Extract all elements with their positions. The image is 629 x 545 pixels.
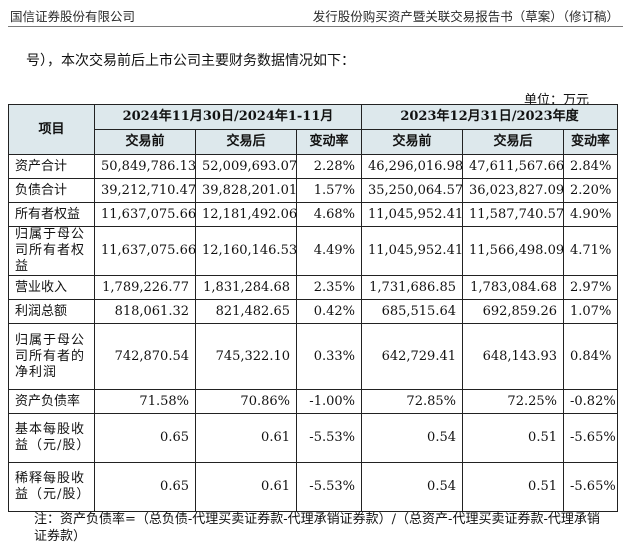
table-cell: 11,637,075.66 (94, 202, 196, 227)
page-header: 国信证券股份有限公司 发行股份购买资产暨关联交易报告书（草案）（修订稿） (10, 6, 619, 26)
table-cell: 70.86% (195, 389, 297, 414)
footnote: 注：资产负债率=（总负债-代理买卖证券款-代理承销证券款）/（总资产-代理买卖证… (34, 512, 600, 544)
table-cell: 685,515.64 (361, 299, 463, 324)
table-row: 负债合计 39,212,710.47 39,828,201.01 1.57% 35,25… (8, 178, 618, 203)
table-cell: 1,831,284.68 (195, 275, 297, 300)
table-cell: 1.07% (563, 299, 618, 324)
table-cell: 1,789,226.77 (94, 275, 196, 300)
table-cell: 11,566,498.09 (462, 226, 564, 276)
table-cell: 4.49% (296, 226, 362, 276)
header-divider (8, 26, 623, 27)
table-cell: 692,859.26 (462, 299, 564, 324)
table-cell: 821,482.65 (195, 299, 297, 324)
row-label: 资产合计 (8, 154, 95, 179)
row-label: 所有者权益 (8, 202, 95, 227)
table-cell: 4.71% (563, 226, 618, 276)
table-cell: 0.65 (94, 413, 196, 463)
subheader-after-2023: 交易后 (462, 129, 564, 155)
table-cell: -5.65% (563, 413, 618, 463)
table-cell: 47,611,567.66 (462, 154, 564, 179)
table-row: 利润总额 818,061.32 821,482.65 0.42% 685,515.64 6… (8, 299, 618, 324)
table-cell: 72.25% (462, 389, 564, 414)
table-body: 资产合计 50,849,786.13 52,009,693.07 2.28% 46,29… (8, 154, 618, 512)
table-cell: 4.68% (296, 202, 362, 227)
row-label: 稀释每股收益（元/股） (8, 462, 95, 512)
table-cell: -0.82% (563, 389, 618, 414)
table-cell: 12,160,146.53 (195, 226, 297, 276)
table-cell: 0.61 (195, 413, 297, 463)
table-cell: 0.51 (462, 413, 564, 463)
table-cell: 648,143.93 (462, 323, 564, 390)
table-cell: 2.35% (296, 275, 362, 300)
table-row: 稀释每股收益（元/股） 0.65 0.61 -5.53% 0.54 0.51 -5.65% (8, 462, 618, 512)
table-cell: 0.65 (94, 462, 196, 512)
subheader-before-2023: 交易前 (361, 129, 463, 155)
table-cell: 642,729.41 (361, 323, 463, 390)
table-row: 所有者权益 11,637,075.66 12,181,492.06 4.68% 11,0… (8, 202, 618, 227)
document-title: 发行股份购买资产暨关联交易报告书（草案）（修订稿） (312, 9, 619, 24)
financial-data-table: 项目 2024年11月30日/2024年1-11月 2023年12月31日/20… (8, 104, 618, 512)
table-cell: 0.42% (296, 299, 362, 324)
period-header-2024: 2024年11月30日/2024年1-11月 (94, 104, 362, 130)
subheader-change-2023: 变动率 (563, 129, 618, 155)
table-cell: 2.84% (563, 154, 618, 179)
table-cell: 0.54 (361, 413, 463, 463)
table-cell: 39,828,201.01 (195, 178, 297, 203)
table-row: 营业收入 1,789,226.77 1,831,284.68 2.35% 1,731,6… (8, 275, 618, 300)
subheader-after-2024: 交易后 (195, 129, 297, 155)
table-cell: 12,181,492.06 (195, 202, 297, 227)
table-cell: -1.00% (296, 389, 362, 414)
table-cell: 11,045,952.41 (361, 226, 463, 276)
table-cell: 36,023,827.09 (462, 178, 564, 203)
table-row: 基本每股收益（元/股） 0.65 0.61 -5.53% 0.54 0.51 -5.65% (8, 413, 618, 463)
item-header: 项目 (8, 104, 95, 155)
table-cell: 39,212,710.47 (94, 178, 196, 203)
period-header-2023: 2023年12月31日/2023年度 (361, 104, 618, 130)
table-cell: 11,045,952.41 (361, 202, 463, 227)
table-cell: 742,870.54 (94, 323, 196, 390)
table-cell: 35,250,064.57 (361, 178, 463, 203)
table-cell: 1.57% (296, 178, 362, 203)
table-cell: -5.53% (296, 413, 362, 463)
row-label: 归属于母公司所有者权益 (8, 226, 95, 276)
table-cell: 0.54 (361, 462, 463, 512)
table-cell: 2.20% (563, 178, 618, 203)
row-label: 营业收入 (8, 275, 95, 300)
table-cell: 0.84% (563, 323, 618, 390)
row-label: 利润总额 (8, 299, 95, 324)
table-row: 归属于母公司所有者的净利润 742,870.54 745,322.10 0.33% 64… (8, 323, 618, 390)
table-cell: 818,061.32 (94, 299, 196, 324)
table-cell: 745,322.10 (195, 323, 297, 390)
table-cell: 52,009,693.07 (195, 154, 297, 179)
table-cell: 50,849,786.13 (94, 154, 196, 179)
table-cell: 0.33% (296, 323, 362, 390)
table-cell: 2.28% (296, 154, 362, 179)
table-cell: 71.58% (94, 389, 196, 414)
row-label: 负债合计 (8, 178, 95, 203)
table-cell: 46,296,016.98 (361, 154, 463, 179)
table-cell: 11,587,740.57 (462, 202, 564, 227)
table-cell: -5.53% (296, 462, 362, 512)
row-label: 归属于母公司所有者的净利润 (8, 323, 95, 390)
table-cell: 0.51 (462, 462, 564, 512)
table-cell: -5.65% (563, 462, 618, 512)
table-cell: 11,637,075.66 (94, 226, 196, 276)
table-cell: 72.85% (361, 389, 463, 414)
table-cell: 0.61 (195, 462, 297, 512)
subheader-change-2024: 变动率 (296, 129, 362, 155)
table-row: 归属于母公司所有者权益 11,637,075.66 12,160,146.53 4.4… (8, 226, 618, 276)
table-cell: 1,731,686.85 (361, 275, 463, 300)
table-row: 资产负债率 71.58% 70.86% -1.00% 72.85% 72.25% -0.82… (8, 389, 618, 414)
table-cell: 2.97% (563, 275, 618, 300)
intro-text: 号），本次交易前后上市公司主要财务数据情况如下： (26, 53, 355, 69)
company-name: 国信证券股份有限公司 (10, 9, 136, 24)
table-cell: 4.90% (563, 202, 618, 227)
row-label: 基本每股收益（元/股） (8, 413, 95, 463)
table-cell: 1,783,084.68 (462, 275, 564, 300)
table-row: 资产合计 50,849,786.13 52,009,693.07 2.28% 46,29… (8, 154, 618, 179)
row-label: 资产负债率 (8, 389, 95, 414)
subheader-before-2024: 交易前 (94, 129, 196, 155)
